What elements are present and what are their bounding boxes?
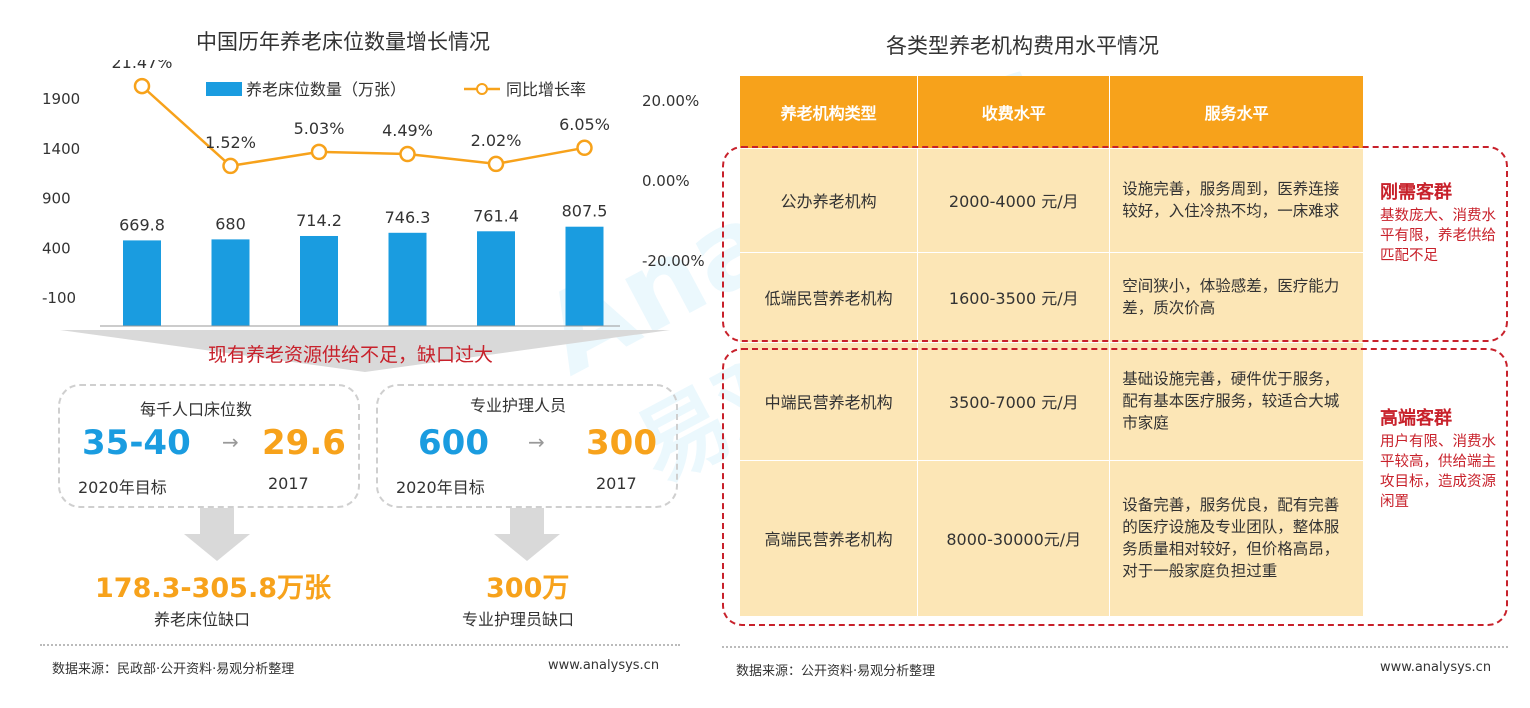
- nurse-box-label: 专业护理人员: [470, 396, 567, 415]
- table-row: 低端民营养老机构 1600-3500 元/月 空间狭小，体验感差，医疗能力差，质…: [740, 251, 1364, 342]
- beds-gap-label: 养老床位缺口: [154, 610, 251, 629]
- growth-rate-point: [222, 157, 239, 175]
- line-data-label: 2.02%: [471, 131, 522, 150]
- table-header-service: 服务水平: [1109, 76, 1364, 148]
- nurse-target-label: 2020年目标: [396, 478, 485, 497]
- bar-data-label: 680: [215, 214, 246, 233]
- bed-count-chart: 1900 1400 900 400 -100 20.00% 0.00% -20.00% 669.…: [42, 60, 705, 327]
- fee-table: 养老机构类型 收费水平 服务水平 公办养老机构 2000-4000 元/月 设施…: [740, 76, 1364, 616]
- right-footer-divider: [722, 646, 1508, 648]
- left-footer-source: 数据来源：民政部·公开资料·易观分析整理: [52, 662, 295, 677]
- line-data-label: 21.47%: [111, 60, 172, 72]
- table-header-fee: 收费水平: [917, 76, 1111, 148]
- beds-gap-value: 178.3-305.8万张: [95, 573, 332, 604]
- line-data-label: 5.03%: [294, 119, 345, 138]
- left-footer-url[interactable]: www.analysys.cn: [548, 658, 660, 673]
- y-left-tick-label: 400: [42, 239, 71, 257]
- bar-data-label: 761.4: [473, 206, 519, 225]
- nurse-gap-label: 专业护理员缺口: [462, 610, 575, 629]
- premium-group-desc: 用户有限、消费水平较高，供给端主攻目标，造成资源闲置: [1380, 434, 1496, 510]
- legend-line-label: 同比增长率: [506, 80, 586, 99]
- table-cell-type: 中端民营养老机构: [740, 341, 919, 460]
- essential-group-desc: 基数庞大、消费水平有限，养老供给匹配不足: [1380, 208, 1496, 264]
- table-cell-fee: 2000-4000 元/月: [917, 147, 1111, 252]
- table-cell-fee: 8000-30000元/月: [917, 459, 1111, 616]
- line-data-label: 1.52%: [205, 133, 256, 152]
- growth-rate-point: [310, 143, 328, 161]
- growth-rate-point: [487, 155, 505, 173]
- table-cell-service: 基础设施完善，硬件优于服务，配有基本医疗服务，较适合大城市家庭: [1109, 341, 1364, 460]
- right-footer-url[interactable]: www.analysys.cn: [1380, 660, 1492, 675]
- bar: [300, 235, 338, 326]
- bar: [211, 239, 250, 326]
- table-cell-service: 设施完善，服务周到，医养连接较好，入住冷热不均，一床难求: [1109, 147, 1364, 252]
- growth-rate-point: [399, 145, 416, 163]
- beds-target-label: 2020年目标: [78, 478, 167, 497]
- bar-data-label: 807.5: [562, 202, 608, 221]
- y-left-tick-label: 900: [42, 190, 71, 208]
- beds-target-value: 35-40: [82, 423, 191, 463]
- essential-group-box: [722, 146, 1508, 342]
- table-row: 中端民营养老机构 3500-7000 元/月 基础设施完善，硬件优于服务，配有基…: [740, 341, 1364, 460]
- table-cell-fee: 1600-3500 元/月: [917, 251, 1111, 342]
- premium-group-title: 高端客群: [1380, 408, 1452, 429]
- table-row: 公办养老机构 2000-4000 元/月 设施完善，服务周到，医养连接较好，入住…: [740, 147, 1364, 252]
- beds-actual-label: 2017: [268, 474, 309, 493]
- nurse-staff-box: [376, 384, 678, 508]
- beds-arrow-icon: →: [222, 430, 239, 454]
- table-header-type: 养老机构类型: [740, 76, 919, 148]
- table-header-row: 养老机构类型 收费水平 服务水平: [740, 76, 1364, 148]
- legend-line-marker: [476, 83, 488, 95]
- table-cell-service: 空间狭小，体验感差，医疗能力差，质次价高: [1109, 251, 1364, 342]
- shortage-banner: 现有养老资源供给不足，缺口过大: [208, 344, 494, 366]
- nurse-actual-value: 300: [586, 423, 657, 463]
- legend-bar-swatch: [206, 82, 242, 96]
- table-cell-type: 高端民营养老机构: [740, 459, 919, 616]
- nurse-arrow-icon: →: [528, 430, 545, 454]
- y-left-tick-label: 1900: [42, 90, 80, 108]
- bar-data-label: 746.3: [385, 208, 431, 227]
- premium-group-box: [722, 348, 1508, 626]
- beds-actual-value: 29.6: [262, 423, 346, 463]
- line-data-label: 4.49%: [382, 121, 433, 140]
- y-left-tick-label: -100: [42, 289, 76, 307]
- bar-data-label: 669.8: [119, 215, 165, 234]
- y-right-tick-label: 0.00%: [642, 172, 690, 190]
- bar: [477, 231, 515, 326]
- legend-bar-label: 养老床位数量（万张）: [246, 80, 406, 99]
- line-data-label: 6.05%: [559, 115, 610, 134]
- nurse-actual-label: 2017: [596, 474, 637, 493]
- table-row: 高端民营养老机构 8000-30000元/月 设备完善，服务优良，配有完善的医疗…: [740, 459, 1364, 616]
- beds-box-label: 每千人口床位数: [140, 400, 253, 419]
- table-cell-type: 公办养老机构: [740, 147, 919, 252]
- bar: [123, 240, 161, 326]
- table-cell-type: 低端民营养老机构: [740, 251, 919, 342]
- right-footer-source: 数据来源：公开资料·易观分析整理: [736, 664, 936, 679]
- y-left-tick-label: 1400: [42, 140, 80, 158]
- essential-group-title: 刚需客群: [1380, 182, 1452, 203]
- bar: [565, 226, 604, 326]
- beds-down-arrow-icon: [184, 508, 250, 561]
- growth-rate-point: [133, 77, 151, 95]
- beds-per-thousand-box: [58, 384, 360, 508]
- table-cell-fee: 3500-7000 元/月: [917, 341, 1111, 460]
- nurse-down-arrow-icon: [494, 508, 560, 561]
- left-chart-title: 中国历年养老床位数量增长情况: [196, 30, 490, 54]
- y-right-tick-label: -20.00%: [642, 252, 705, 270]
- left-footer-divider: [40, 644, 680, 646]
- table-cell-service: 设备完善，服务优良，配有完善的医疗设施及专业团队，整体服务质量相对较好，但价格高…: [1109, 459, 1364, 616]
- bar-data-label: 714.2: [296, 211, 342, 230]
- nurse-gap-value: 300万: [486, 573, 570, 604]
- bar: [388, 232, 427, 326]
- right-chart-title: 各类型养老机构费用水平情况: [886, 34, 1159, 58]
- growth-rate-line: [141, 85, 585, 168]
- nurse-target-value: 600: [418, 423, 489, 463]
- shortage-wedge: [60, 330, 670, 372]
- y-right-tick-label: 20.00%: [642, 92, 699, 110]
- growth-rate-point: [576, 139, 593, 157]
